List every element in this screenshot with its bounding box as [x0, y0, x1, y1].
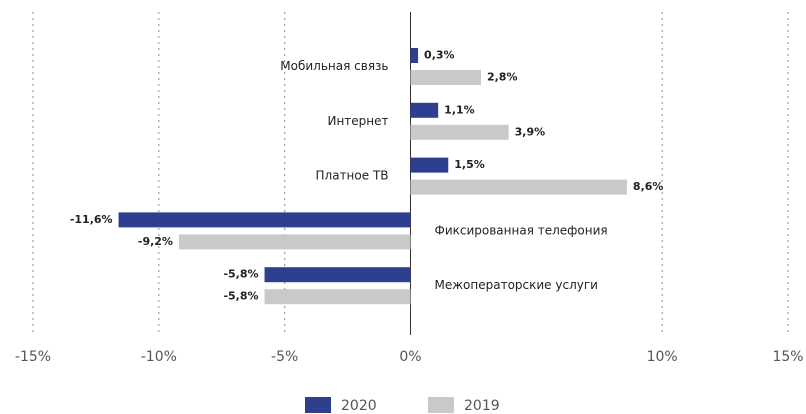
x-tick-label: 10% — [647, 349, 678, 365]
value-label: -5,8% — [223, 290, 258, 303]
legend-swatch — [305, 397, 331, 413]
value-label: -9,2% — [138, 235, 173, 248]
value-label: 1,1% — [444, 103, 475, 116]
bar — [410, 157, 449, 173]
bar — [410, 48, 419, 63]
category-label: Межоператорские услуги — [435, 278, 598, 292]
value-label: -11,6% — [70, 213, 113, 226]
x-tick-label: -5% — [271, 349, 298, 365]
value-label: 8,6% — [633, 180, 664, 193]
value-label: 0,3% — [424, 49, 455, 62]
x-tick-label: 0% — [399, 349, 421, 365]
bar — [178, 234, 411, 250]
x-tick-label: 15% — [772, 349, 803, 365]
value-label: 2,8% — [487, 71, 518, 84]
bar — [264, 267, 411, 283]
bar — [410, 102, 439, 118]
value-label: -5,8% — [223, 268, 258, 281]
category-label: Платное ТВ — [316, 169, 389, 183]
bar — [410, 124, 509, 140]
bar — [410, 70, 481, 85]
category-label: Фиксированная телефония — [435, 223, 608, 237]
legend-swatch — [428, 397, 454, 413]
bar — [264, 289, 411, 305]
category-label: Интернет — [327, 114, 388, 128]
legend-label: 2019 — [464, 398, 500, 414]
category-label: Мобильная связь — [280, 59, 388, 73]
value-label: 1,5% — [454, 158, 485, 171]
bar — [118, 212, 411, 228]
bar — [410, 179, 627, 195]
x-tick-label: -15% — [15, 349, 51, 365]
x-tick-label: -10% — [141, 349, 177, 365]
value-label: 3,9% — [515, 125, 546, 138]
legend-label: 2020 — [341, 398, 377, 414]
